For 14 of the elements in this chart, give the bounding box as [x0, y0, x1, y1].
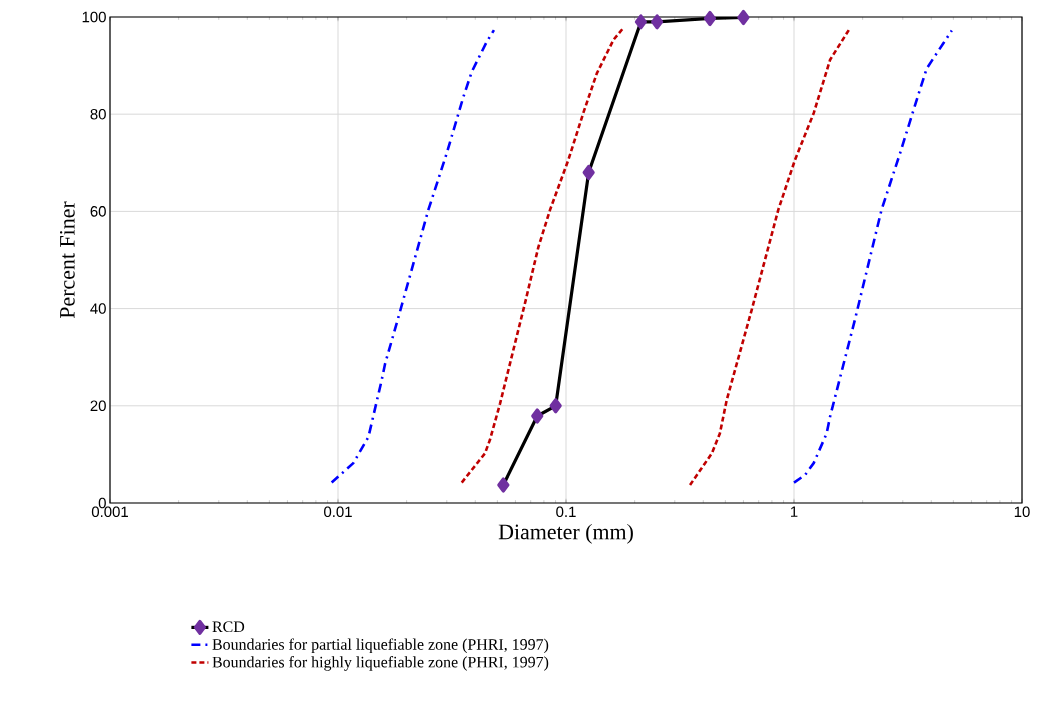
y-tick-label: 80 — [90, 108, 106, 120]
legend-label: Boundaries for partial liquefiable zone (PHRI, 1997) — [212, 638, 549, 654]
legend-label: Boundaries for highly liquefiable zone (PHRI, 1997) — [212, 656, 549, 671]
x-tick-label: 10 — [1014, 506, 1030, 518]
x-tick-label: 1 — [790, 506, 798, 517]
y-tick-label: 20 — [90, 400, 106, 412]
x-tick-label: 0.01 — [324, 506, 352, 518]
y-tick-label: 40 — [90, 303, 106, 314]
y-tick-label: 100 — [82, 11, 106, 23]
x-tick-label: 0.1 — [556, 506, 576, 518]
legend-label: RCD — [212, 621, 245, 633]
y-axis-title: Percent Finer — [59, 201, 75, 319]
x-axis-title: Diameter (mm) — [498, 523, 633, 544]
y-tick-label: 60 — [90, 206, 106, 217]
